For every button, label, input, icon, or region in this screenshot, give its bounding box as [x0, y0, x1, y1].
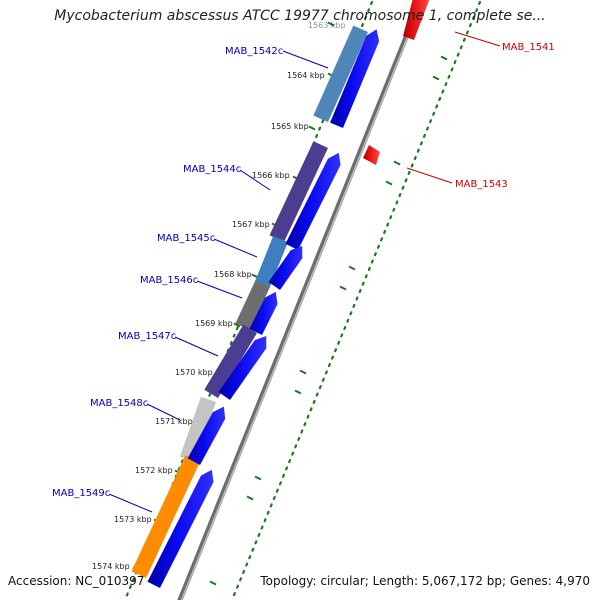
- leader-line-mab_1549c: [108, 493, 153, 513]
- scale-label-kbp: 1569 kbp: [195, 319, 233, 328]
- gene-label-mab_1542c: MAB_1542c: [225, 46, 283, 57]
- outer-tick-mark: [299, 369, 307, 375]
- outer-tick-mark: [254, 475, 262, 481]
- scale-label-kbp: 1565 kbp: [271, 122, 309, 131]
- leader-line-mab_1544c: [239, 169, 271, 191]
- map-title: Mycobacterium abscessus ATCC 19977 chrom…: [54, 8, 546, 24]
- reverse-gene-arrow: [187, 406, 226, 465]
- scale-label-kbp: 1563 kbp: [308, 21, 346, 30]
- reverse-gene-arrow: [330, 29, 380, 128]
- scale-label-kbp: 1574 kbp: [92, 562, 130, 571]
- scale-label-kbp: 1566 kbp: [252, 171, 290, 180]
- reverse-gene-arrow: [285, 152, 341, 250]
- feature-bar-mab_1548c: [179, 396, 216, 462]
- accession-text: Accession: NC_010397: [8, 574, 145, 588]
- outer-tick-mark: [432, 75, 440, 81]
- genome-summary-text: Topology: circular; Length: 5,067,172 bp…: [260, 574, 590, 588]
- gene-label-mab_1546c: MAB_1546c: [140, 275, 198, 286]
- feature-bar-mab_1545c: [255, 236, 288, 287]
- feature-track: [131, 25, 372, 580]
- inner-tick-mark: [327, 21, 335, 27]
- leader-line-mab_1541: [454, 31, 501, 47]
- scale-label-kbp: 1572 kbp: [135, 466, 173, 475]
- feature-bar-mab_1549c: [131, 455, 200, 578]
- scale-label-kbp: 1568 kbp: [214, 270, 252, 279]
- gene-label-mab_1543: MAB_1543: [455, 179, 508, 190]
- feature-bar-mab_1542c: [313, 25, 368, 122]
- scale-label-kbp: 1571 kbp: [155, 417, 193, 426]
- feature-bar-mab_1544c: [269, 141, 328, 242]
- feature-bar-mab_1546c: [235, 280, 270, 330]
- leader-line-mab_1542c: [282, 50, 329, 69]
- outer-tick-mark: [393, 160, 401, 166]
- gene-label-mab_1541: MAB_1541: [502, 42, 555, 53]
- reverse-gene-arrow: [268, 245, 303, 290]
- outer-tick-mark: [339, 285, 347, 291]
- outer-tick-mark: [348, 265, 356, 271]
- outer-tick-mark: [209, 580, 217, 586]
- scale-label-kbp: 1570 kbp: [175, 368, 213, 377]
- gene-label-mab_1548c: MAB_1548c: [90, 398, 148, 409]
- leader-line-mab_1545c: [213, 238, 258, 258]
- backbone-line: [177, 0, 424, 600]
- gene-label-mab_1544c: MAB_1544c: [183, 164, 241, 175]
- leader-line-mab_1543: [406, 167, 453, 184]
- inner-tick-mark: [233, 322, 241, 328]
- outer-tick-mark: [385, 180, 393, 186]
- gene-track: [147, 0, 430, 600]
- reverse-gene-arrow: [147, 469, 214, 588]
- reverse-gene-arrow: [218, 335, 267, 400]
- gene-label-mab_1545c: MAB_1545c: [157, 233, 215, 244]
- forward-gene-arrow: [363, 145, 380, 165]
- label-layer: 1563 kbp 1564 kbp 1565 kbp 1566 kbp 1567 kbp…: [52, 21, 555, 571]
- outer-tick-mark: [440, 55, 448, 61]
- backbone-highlight: [180, 0, 424, 600]
- leader-line-mab_1546c: [196, 280, 243, 299]
- feature-highlight: [148, 462, 204, 580]
- forward-gene-arrow: [403, 0, 430, 40]
- leader-line-mab_1547c: [174, 336, 219, 357]
- scale-label-kbp: 1567 kbp: [232, 220, 270, 229]
- outer-tick-mark: [294, 389, 302, 395]
- inner-tick-mark: [308, 125, 316, 131]
- scale-label-kbp: 1573 kbp: [114, 515, 152, 524]
- gene-label-mab_1547c: MAB_1547c: [118, 331, 176, 342]
- gene-label-mab_1549c: MAB_1549c: [52, 488, 110, 499]
- scale-label-kbp: 1564 kbp: [287, 71, 325, 80]
- leader-line-mab_1548c: [146, 403, 181, 421]
- outer-tick-mark: [246, 495, 254, 501]
- feature-bar-mab_1547c: [204, 324, 257, 398]
- reverse-gene-arrow: [249, 291, 278, 335]
